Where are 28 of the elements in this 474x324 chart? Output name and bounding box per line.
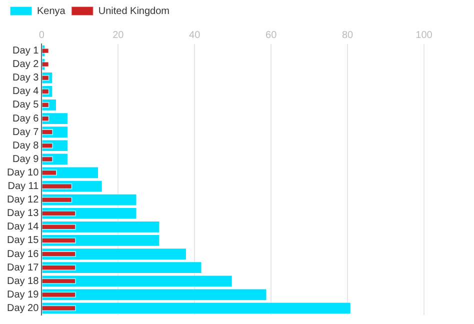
y-tick-label: Day 2 — [12, 59, 40, 70]
y-tick-label: Day 12 — [6, 194, 40, 206]
y-tick-label: Day 4 — [12, 86, 40, 98]
x-tick-label: 40 — [189, 30, 201, 41]
y-tick-label: Day 15 — [6, 235, 40, 246]
y-tick-label: Day 9 — [12, 154, 40, 165]
x-tick-label: 20 — [112, 30, 124, 41]
y-tick-label: Day 18 — [6, 276, 40, 287]
y-tick-label: Day 8 — [12, 140, 40, 152]
legend-label: Kenya — [37, 6, 66, 17]
y-tick-label: Day 5 — [12, 100, 40, 111]
y-tick-label: Day 19 — [6, 289, 40, 300]
y-tick-label: Day 16 — [6, 248, 40, 260]
y-tick-label: Day 6 — [12, 113, 40, 124]
y-tick-label: Day 11 — [8, 181, 40, 192]
y-tick-label: Day 20 — [6, 302, 40, 314]
y-tick-label: Day 3 — [12, 72, 40, 84]
y-tick-label: Day 14 — [6, 222, 40, 233]
legend-label: United Kingdom — [98, 6, 170, 17]
x-tick-label: 100 — [416, 30, 433, 41]
y-tick-label: Day 13 — [6, 208, 40, 220]
x-tick-label: 60 — [266, 30, 278, 41]
y-tick-label: Day 17 — [6, 262, 40, 274]
y-tick-label: Day 10 — [6, 167, 40, 178]
x-tick-label: 80 — [342, 30, 354, 41]
x-tick-label: 0 — [38, 30, 45, 41]
y-tick-label: Day 1 — [12, 46, 40, 57]
y-tick-label: Day 7 — [12, 126, 40, 138]
